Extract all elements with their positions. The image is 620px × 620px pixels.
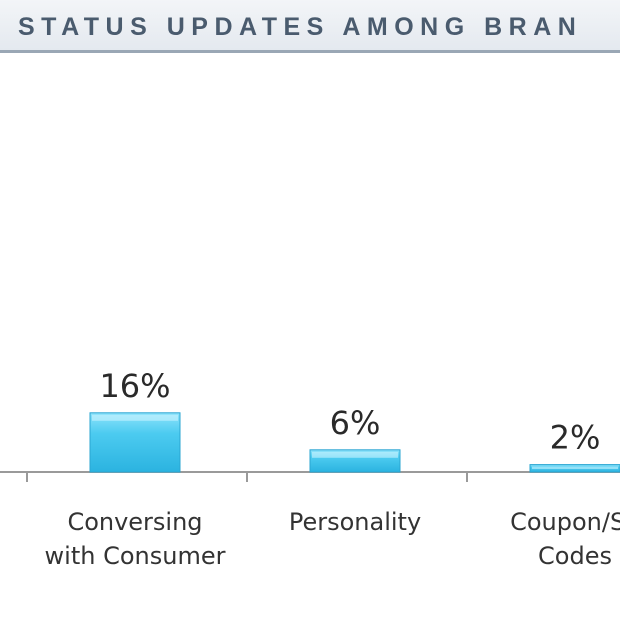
category-label: Personality bbox=[289, 508, 421, 536]
bar bbox=[89, 412, 181, 473]
data-label: 16% bbox=[99, 367, 170, 405]
bar-highlight bbox=[532, 466, 618, 470]
category-label: Coupon/Sa bbox=[510, 508, 620, 536]
chart-title: STATUS UPDATES AMONG BRAN bbox=[18, 13, 583, 41]
data-label: 2% bbox=[550, 419, 601, 457]
category-label: Conversing bbox=[67, 508, 202, 536]
bar-highlight bbox=[92, 414, 178, 421]
bar-highlight bbox=[312, 451, 398, 458]
chart-title-bar: STATUS UPDATES AMONG BRAN bbox=[0, 0, 620, 53]
category-label: with Consumer bbox=[45, 542, 226, 570]
category-label: Codes bbox=[538, 542, 612, 570]
data-label: 6% bbox=[330, 404, 381, 442]
